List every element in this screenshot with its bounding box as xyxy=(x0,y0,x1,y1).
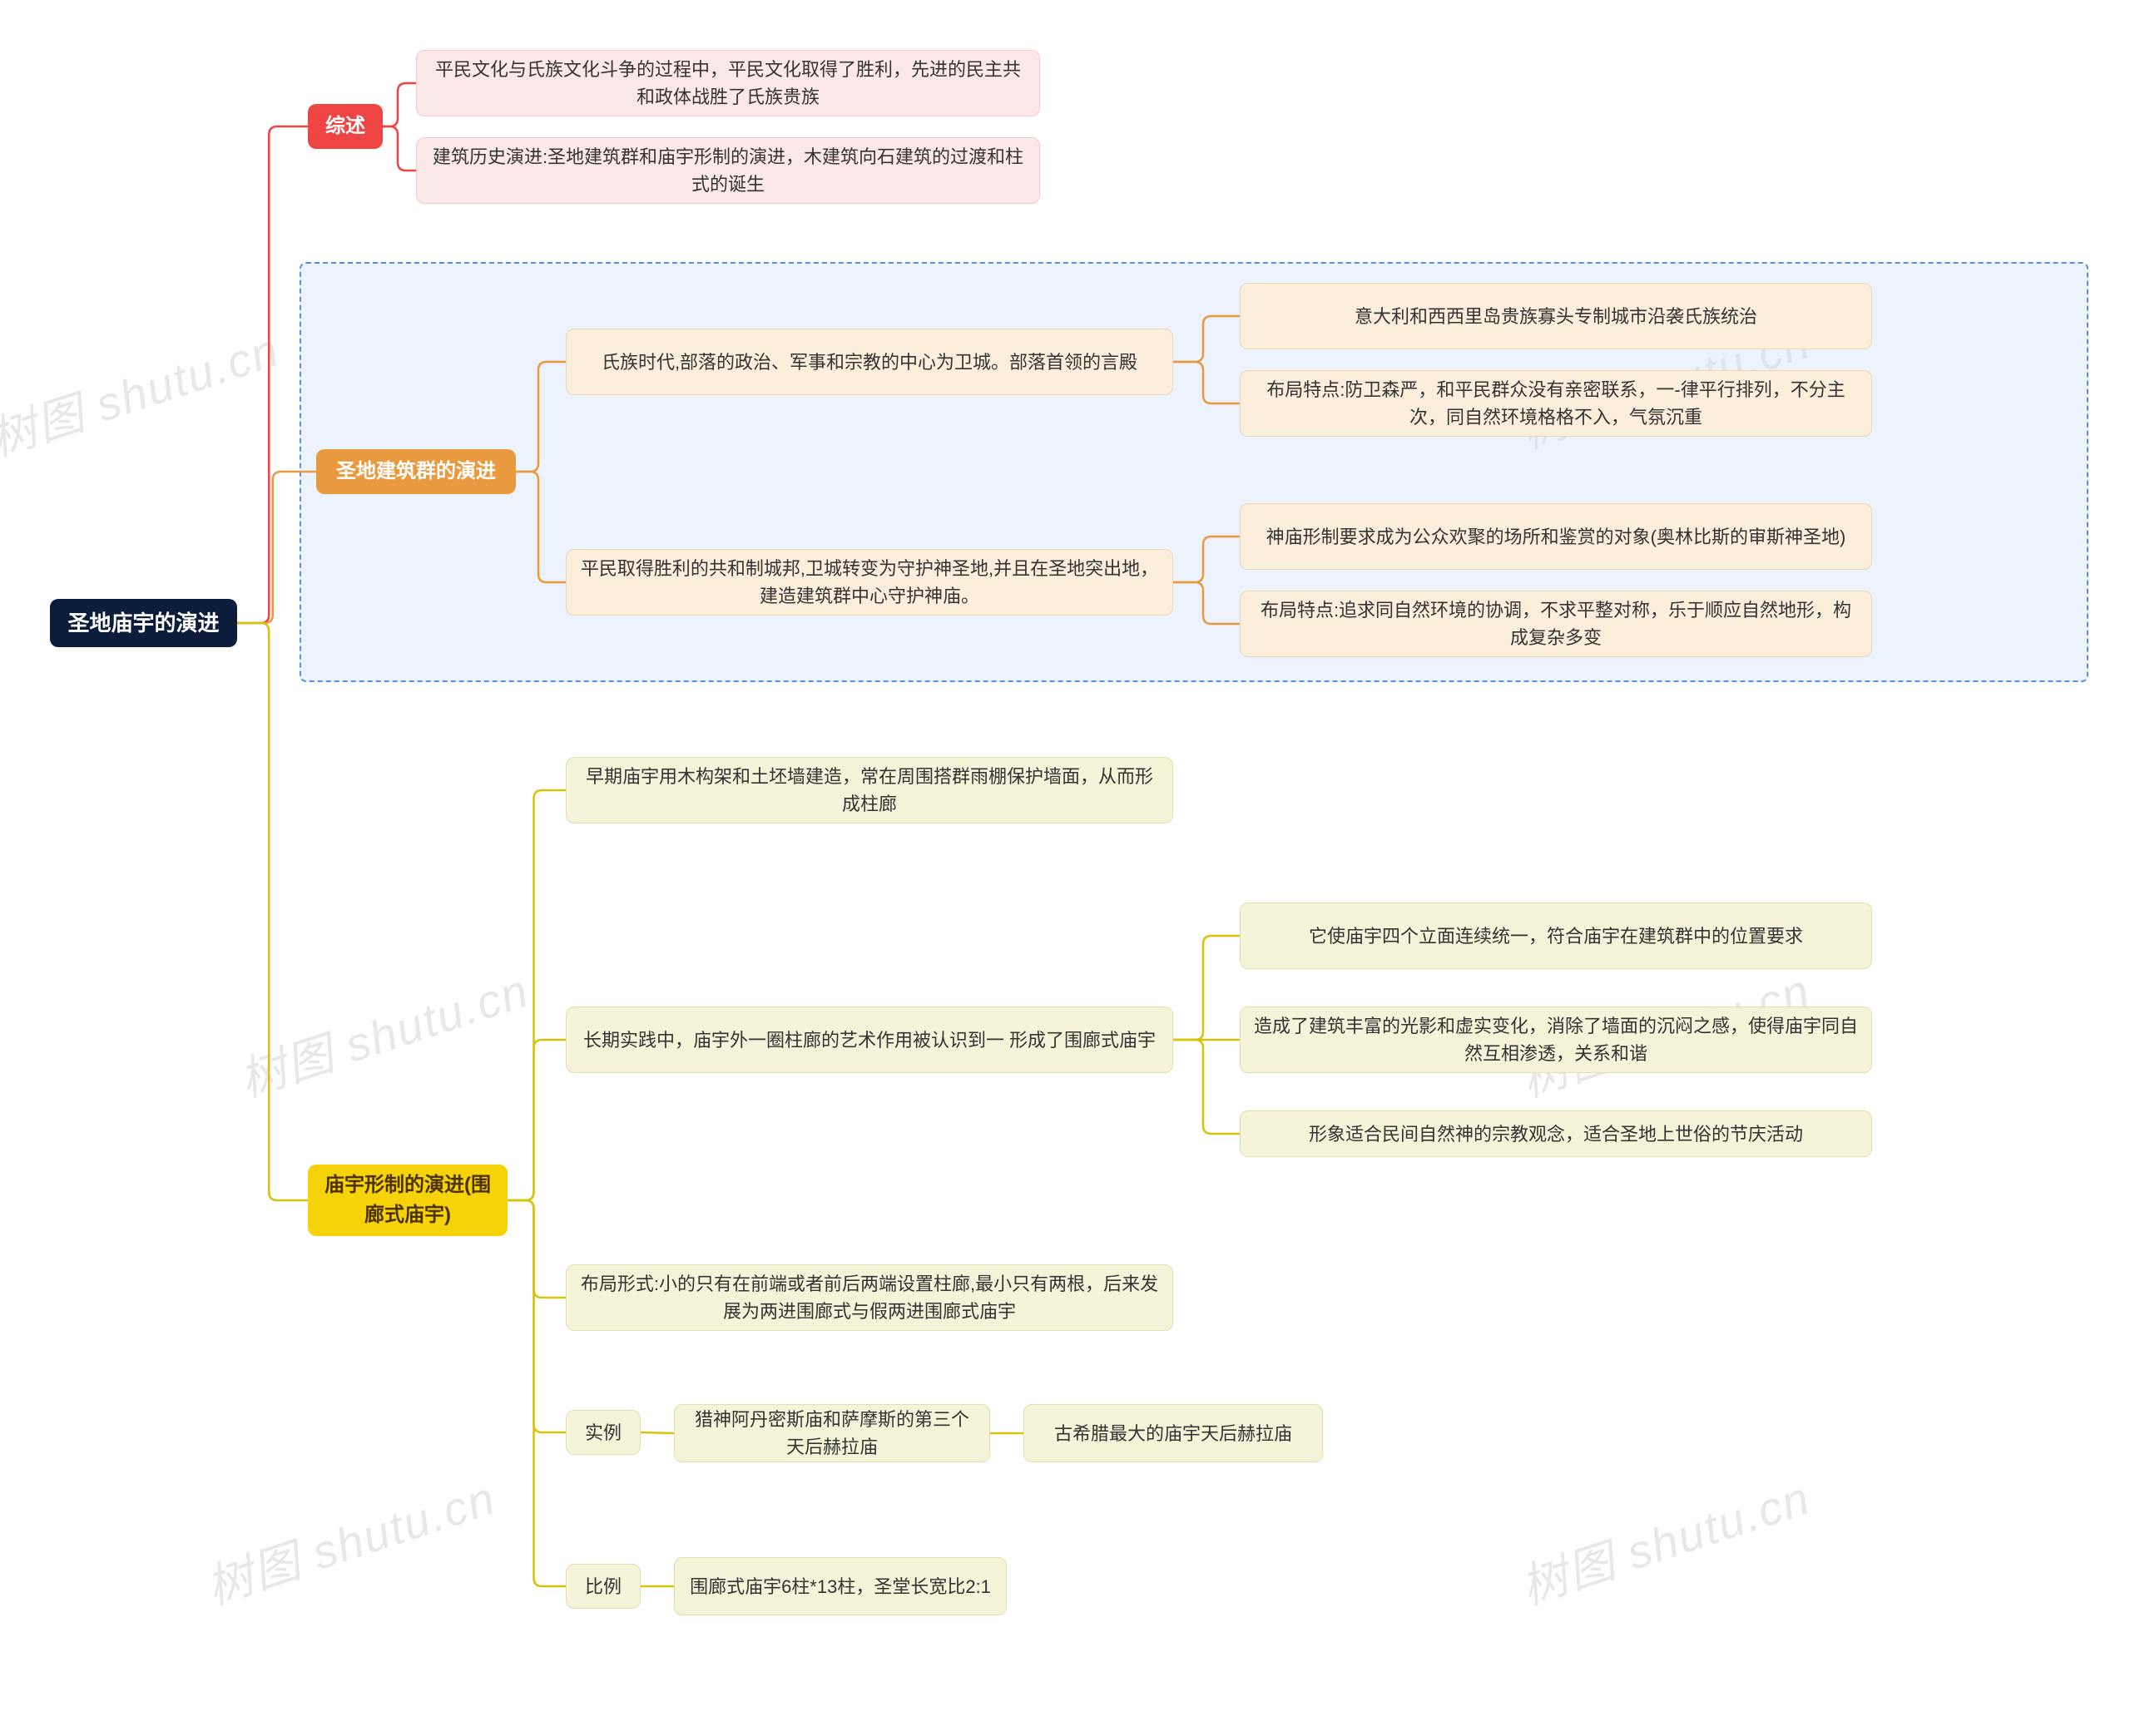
leaf-temple-layout: 布局形式:小的只有在前端或者前后两端设置柱廊,最小只有两根，后来发展为两进围廊式… xyxy=(566,1264,1173,1331)
branch-summary: 综述 xyxy=(308,104,383,149)
watermark: 树图 shutu.cn xyxy=(0,313,287,470)
leaf-clan-2: 布局特点:防卫森严，和平民群众没有亲密联系，一-律平行排列，不分主次，同自然环境… xyxy=(1240,370,1872,437)
leaf-temple-early: 早期庙宇用木构架和土坯墙建造，常在周围搭群雨棚保护墙面，从而形成柱廊 xyxy=(566,757,1173,823)
leaf-summary-1: 平民文化与氏族文化斗争的过程中，平民文化取得了胜利，先进的民主共和政体战胜了氏族… xyxy=(416,50,1040,116)
node-peristyle: 长期实践中，庙宇外一圈柱廊的艺术作用被认识到一 形成了围廊式庙宇 xyxy=(566,1006,1173,1073)
branch-temple: 庙宇形制的演进(围廊式庙宇) xyxy=(308,1165,508,1236)
leaf-commoner-2: 布局特点:追求同自然环境的协调，不求平整对称，乐于顺应自然地形，构成复杂多变 xyxy=(1240,591,1872,657)
connector-lines xyxy=(0,0,2130,1736)
leaf-ratio-value: 围廊式庙宇6柱*13柱，圣堂长宽比2:1 xyxy=(674,1557,1007,1615)
leaf-peristyle-3: 形象适合民间自然神的宗教观念，适合圣地上世俗的节庆活动 xyxy=(1240,1110,1872,1157)
watermark: 树图 shutu.cn xyxy=(230,953,537,1110)
leaf-example-2: 古希腊最大的庙宇天后赫拉庙 xyxy=(1023,1404,1323,1462)
leaf-peristyle-1: 它使庙宇四个立面连续统一，符合庙宇在建筑群中的位置要求 xyxy=(1240,903,1872,969)
node-examples: 实例 xyxy=(566,1410,641,1455)
leaf-commoner-1: 神庙形制要求成为公众欢聚的场所和鉴赏的对象(奥林比斯的审斯神圣地) xyxy=(1240,503,1872,570)
leaf-summary-2: 建筑历史演进:圣地建筑群和庙宇形制的演进，木建筑向石建筑的过渡和柱式的诞生 xyxy=(416,137,1040,204)
watermark: 树图 shutu.cn xyxy=(196,1461,503,1618)
node-ratio: 比例 xyxy=(566,1564,641,1609)
leaf-clan-1: 意大利和西西里岛贵族寡头专制城市沿袭氏族统治 xyxy=(1240,283,1872,349)
root-node: 圣地庙宇的演进 xyxy=(50,599,237,647)
leaf-peristyle-2: 造成了建筑丰富的光影和虚实变化，消除了墙面的沉闷之感，使得庙宇同自然互相渗透，关… xyxy=(1240,1006,1872,1073)
watermark: 树图 shutu.cn xyxy=(1511,1461,1818,1618)
branch-group: 圣地建筑群的演进 xyxy=(316,449,516,494)
node-commoner-era: 平民取得胜利的共和制城邦,卫城转变为守护神圣地,并且在圣地突出地，建造建筑群中心… xyxy=(566,549,1173,616)
node-clan-era: 氏族时代,部落的政治、军事和宗教的中心为卫城。部落首领的言殿 xyxy=(566,329,1173,395)
leaf-example-1: 猎神阿丹密斯庙和萨摩斯的第三个天后赫拉庙 xyxy=(674,1404,990,1462)
